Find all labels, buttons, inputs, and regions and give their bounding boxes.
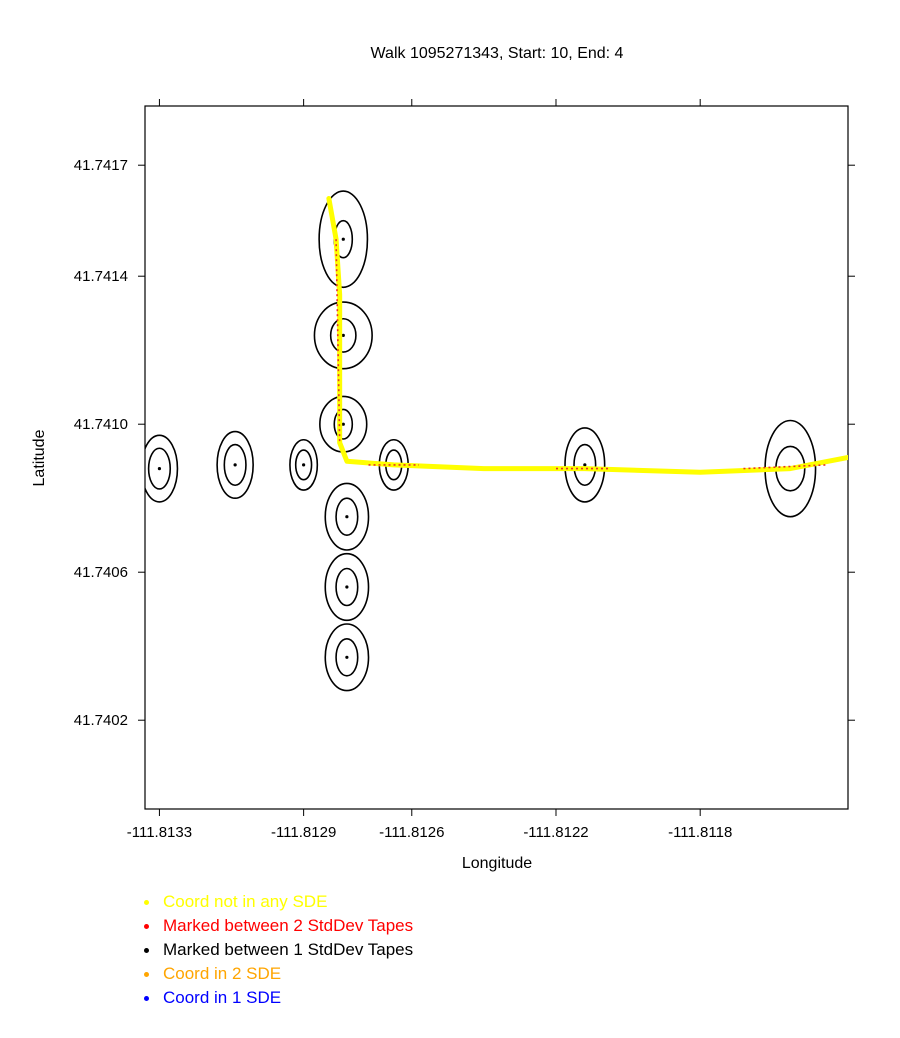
legend-label: Marked between 2 StdDev Tapes (163, 916, 414, 935)
sde-ellipse-inner (573, 443, 597, 487)
x-tick-label: -111.8129 (271, 824, 336, 841)
sde-ellipse-outer (564, 427, 606, 503)
legend-label: Coord in 2 SDE (163, 964, 282, 983)
legend-dot-icon (144, 899, 149, 905)
legend: Coord not in any SDE Marked between 2 Std… (140, 890, 413, 1010)
sde-center-point (341, 422, 345, 426)
legend-dot-icon (144, 995, 149, 1001)
y-tick-label: 41.7414 (74, 268, 128, 285)
legend-item: Coord in 2 SDE (140, 962, 413, 986)
sde-center-point (157, 467, 162, 471)
y-tick-label: 41.7410 (74, 416, 128, 433)
y-axis-label: Latitude (31, 429, 48, 486)
sde-ellipse-inner (329, 317, 357, 353)
legend-dot-icon (144, 971, 149, 977)
x-axis-label: Longitude (462, 855, 532, 872)
sde-ellipse-inner (335, 497, 359, 537)
sde-center-point (233, 463, 237, 467)
x-tick-label: -111.8122 (523, 824, 588, 841)
legend-dot-icon (144, 923, 149, 929)
sde-center-point (345, 515, 349, 519)
x-tick-label: -111.8126 (379, 824, 444, 841)
sde-ellipse-inner (294, 449, 313, 481)
walk-red-segment (743, 464, 827, 470)
sde-ellipse-inner (147, 447, 172, 490)
legend-label: Coord in 1 SDE (163, 988, 282, 1007)
sde-center-point (583, 463, 587, 467)
sde-center-point (341, 237, 345, 241)
walk-path-line (326, 196, 848, 475)
y-tick-label: 41.7406 (74, 564, 128, 581)
walk-red-segment (335, 239, 341, 443)
plot-content (145, 190, 848, 692)
legend-item: Coord in 1 SDE (140, 986, 413, 1010)
legend-item: Marked between 2 StdDev Tapes (140, 914, 413, 938)
sde-ellipse-outer (324, 482, 370, 551)
sde-ellipse-inner (333, 408, 354, 440)
sde-ellipse-outer (313, 301, 373, 370)
plot-frame (144, 105, 849, 810)
sde-ellipse-outer (216, 430, 254, 500)
sde-ellipse-inner (335, 567, 359, 607)
legend-item: Marked between 1 StdDev Tapes (140, 938, 413, 962)
x-axis: -111.8133 -111.8129 -111.8126 -111.8122 -111… (127, 99, 732, 841)
plot-area (145, 190, 848, 692)
sde-ellipse-inner (335, 637, 359, 677)
legend-label: Coord not in any SDE (163, 892, 328, 911)
sde-ellipse-outer (145, 434, 179, 503)
sde-ellipse-outer (318, 190, 369, 289)
chart-title: Walk 1095271343, Start: 10, End: 4 (371, 45, 624, 62)
x-tick-label: -111.8118 (668, 824, 732, 841)
legend-item: Coord not in any SDE (140, 890, 413, 914)
sde-center-point (341, 333, 345, 337)
sde-ellipse-outer (324, 552, 370, 622)
y-tick-label: 41.7417 (74, 157, 128, 174)
sde-center-point (345, 585, 349, 589)
sde-ellipse-inner (223, 443, 247, 487)
legend-label: Marked between 1 StdDev Tapes (163, 940, 414, 959)
sde-center-point (302, 463, 306, 467)
legend-dot-icon (144, 947, 149, 953)
y-tick-label: 41.7402 (74, 712, 128, 729)
x-tick-label: -111.8133 (127, 824, 192, 841)
y-axis: 41.7417 41.7414 41.7410 41.7406 41.7402 (74, 157, 855, 729)
sde-ellipse-outer (289, 438, 319, 491)
sde-center-point (345, 655, 349, 659)
sde-ellipse-outer (324, 623, 370, 692)
